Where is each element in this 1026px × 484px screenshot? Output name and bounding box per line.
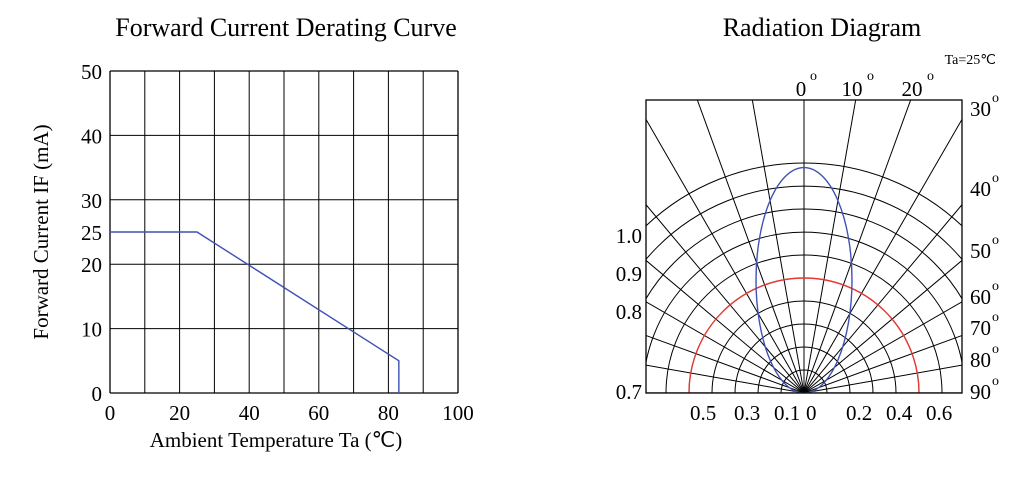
radiation-temperature-annotation: Ta=25℃ (945, 53, 996, 68)
radiation-grid-ray (751, 100, 805, 393)
radiation-grid-ray (803, 118, 962, 393)
radiation-grid-ray (803, 203, 962, 393)
radiation-grid-ray (646, 364, 805, 393)
derating-x-tick-label: 20 (169, 401, 190, 425)
radiation-frame (645, 99, 963, 394)
derating-y-tick-label: 30 (81, 189, 102, 213)
radiation-right-angle-label: 50 (970, 239, 991, 263)
figure-canvas: Forward Current Derating Curve Ambient T… (29, 13, 999, 452)
radiation-grid-ray (803, 100, 912, 393)
derating-x-tick-label: 100 (442, 401, 474, 425)
radiation-bottom-scale-label: 0.1 (774, 401, 800, 425)
radiation-bottom-scale-label: 0.6 (926, 401, 952, 425)
radiation-right-angle-label: 80 (970, 348, 991, 372)
derating-chart: 0 20 40 60 80 100 0 10 20 25 30 40 50 (81, 60, 474, 425)
radiation-grid-ray (646, 334, 805, 393)
radiation-degree-mark: o (992, 91, 999, 106)
radiation-degree-mark: o (927, 69, 934, 84)
radiation-right-angle-label: 60 (970, 285, 991, 309)
derating-y-tick-label: 40 (81, 124, 102, 148)
radiation-plot-area (646, 100, 962, 393)
radiation-degree-mark: o (992, 342, 999, 357)
radiation-bottom-scale-label: 0.3 (734, 401, 760, 425)
radiation-grid-ray (696, 100, 805, 393)
radiation-degree-mark: o (992, 279, 999, 294)
radiation-grid-ray (803, 100, 857, 393)
derating-y-tick-label: 25 (81, 221, 102, 245)
radiation-left-scale-label: 0.7 (616, 380, 642, 404)
radiation-right-angle-label: 90 (970, 380, 991, 404)
derating-y-tick-label: 50 (81, 60, 102, 84)
radiation-right-angle-label: 70 (970, 316, 991, 340)
radiation-chart-title: Radiation Diagram (723, 13, 922, 42)
radiation-grid-ray (803, 334, 962, 393)
derating-y-tick-label: 0 (92, 382, 103, 406)
figure-frame: Forward Current Derating Curve Ambient T… (14, 0, 1026, 479)
derating-chart-title: Forward Current Derating Curve (115, 13, 457, 42)
radiation-degree-mark: o (992, 374, 999, 389)
derating-x-tick-label: 80 (378, 401, 399, 425)
radiation-grid-ray (646, 301, 805, 393)
radiation-degree-mark: o (992, 171, 999, 186)
radiation-grid-ray (646, 259, 805, 393)
radiation-left-scale-label: 1.0 (616, 224, 642, 248)
radiation-degree-mark: o (992, 310, 999, 325)
radiation-reference-arc (688, 277, 920, 393)
radiation-bottom-scale-label: 0 (806, 401, 817, 425)
derating-x-axis-label: Ambient Temperature Ta (℃) (150, 428, 403, 452)
derating-x-tick-label: 60 (308, 401, 329, 425)
derating-y-tick-label: 20 (81, 253, 102, 277)
radiation-right-angle-label: 30 (970, 97, 991, 121)
derating-x-tick-label: 40 (239, 401, 260, 425)
derating-x-tick-label: 0 (105, 401, 116, 425)
radiation-top-angle-label: 10 (842, 77, 863, 101)
radiation-left-scale-label: 0.8 (616, 300, 642, 324)
radiation-grid-ray (646, 118, 805, 393)
radiation-bottom-scale-label: 0.5 (690, 401, 716, 425)
derating-curve (110, 231, 400, 393)
radiation-grid-ray (646, 203, 805, 393)
radiation-top-angle-label: 20 (902, 77, 923, 101)
radiation-degree-mark: o (992, 233, 999, 248)
radiation-degree-mark: o (867, 69, 874, 84)
radiation-bottom-scale-label: 0.2 (846, 401, 872, 425)
radiation-bottom-scale-label: 0.4 (886, 401, 913, 425)
radiation-right-angle-label: 40 (970, 177, 991, 201)
radiation-grid-ray (803, 301, 962, 393)
radiation-left-scale-label: 0.9 (616, 262, 642, 286)
derating-y-axis-label: Forward Current IF (mA) (29, 124, 53, 339)
radiation-top-angle-label: 0 (796, 77, 807, 101)
radiation-grid-ray (803, 364, 962, 393)
derating-y-tick-label: 10 (81, 318, 102, 342)
radiation-degree-mark: o (810, 69, 817, 84)
radiation-grid-ray (803, 259, 962, 393)
